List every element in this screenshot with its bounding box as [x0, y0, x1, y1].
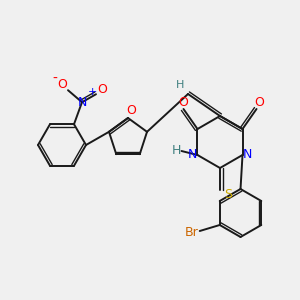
Text: O: O: [178, 95, 188, 109]
Text: Br: Br: [185, 226, 199, 238]
Text: O: O: [126, 104, 136, 118]
Text: H: H: [176, 80, 184, 90]
Text: N: N: [188, 148, 197, 160]
Text: O: O: [57, 78, 67, 91]
Text: N: N: [77, 96, 87, 109]
Text: +: +: [87, 87, 97, 97]
Text: H: H: [172, 143, 181, 157]
Text: -: -: [52, 72, 57, 86]
Text: O: O: [255, 95, 265, 109]
Text: S: S: [224, 188, 232, 202]
Text: N: N: [243, 148, 252, 161]
Text: O: O: [97, 83, 107, 96]
